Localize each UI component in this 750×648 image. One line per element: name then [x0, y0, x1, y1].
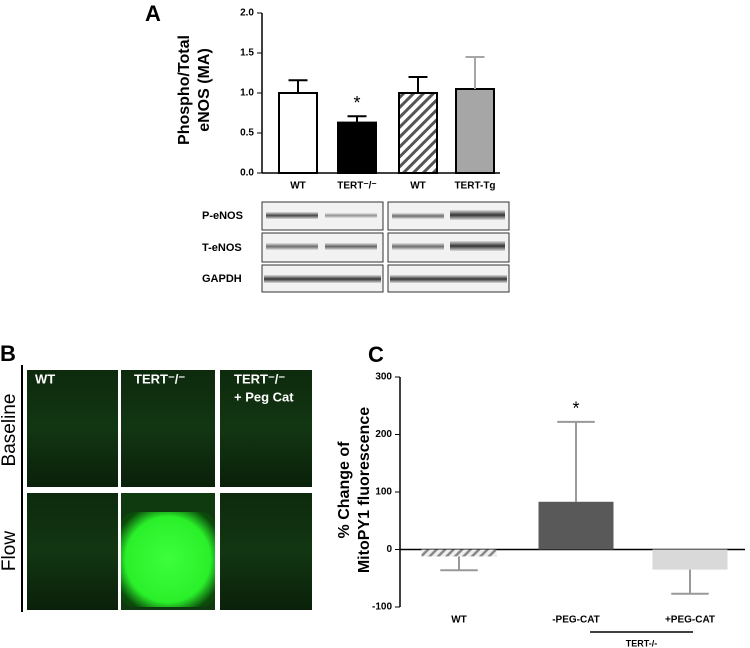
panel-label: A [145, 1, 161, 26]
y-tick-label: 300 [375, 372, 392, 383]
micrographs [21, 365, 312, 612]
micrograph-row-label: Flow [0, 531, 20, 571]
bar [421, 549, 497, 557]
y-axis-label-line: Phospho/Total [176, 35, 193, 145]
micrograph-row-label: Baseline [0, 394, 20, 467]
annotation: * [572, 399, 579, 419]
blot-label: T-eNOS [202, 242, 242, 254]
x-tick-label: TERT⁻/⁻ [337, 181, 376, 192]
bar [278, 92, 318, 174]
bar [398, 92, 438, 174]
y-axis-label: Phospho/Total eNOS (MA) [176, 35, 213, 145]
micrograph-column-label: TERT⁻/⁻ [234, 371, 285, 386]
micrograph-column-label: TERT⁻/⁻ [134, 371, 185, 386]
y-tick-label: 0.5 [240, 128, 254, 139]
y-tick-label: 200 [375, 429, 392, 440]
error-bar [671, 569, 709, 595]
bar [455, 88, 495, 174]
error-bar [288, 79, 308, 93]
western-blots [261, 201, 510, 293]
y-tick-label: 1.5 [240, 48, 254, 59]
x-tick-label: WT [451, 615, 467, 626]
bar [652, 549, 728, 570]
x-tick-label: TERT-Tg [454, 181, 495, 192]
error-bar [465, 56, 485, 89]
y-tick-label: -100 [372, 602, 392, 613]
panel-label: C [368, 342, 384, 367]
y-tick-label: 100 [375, 487, 392, 498]
x-tick-label: WT [290, 181, 306, 192]
bar [337, 121, 377, 174]
error-bar [557, 420, 595, 502]
micrograph-column-label: WT [35, 371, 55, 386]
blot-label: P-eNOS [202, 210, 243, 222]
y-tick-label: 0.0 [240, 168, 254, 179]
error-bar [408, 76, 428, 93]
y-axis-label-line: % Change of [336, 441, 353, 539]
x-tick-label: +PEG-CAT [665, 615, 715, 626]
y-axis-label-line: eNOS (MA) [196, 48, 213, 132]
y-tick-label: 2.0 [240, 8, 254, 19]
y-axis-label-line: MitoPY1 fluorescence [356, 407, 373, 573]
panel-label: B [0, 341, 16, 366]
error-bar [440, 556, 478, 572]
annotation: * [353, 93, 360, 113]
error-bar [347, 115, 367, 123]
x-tick-label: -PEG-CAT [552, 615, 600, 626]
group-label: TERT-/- [626, 638, 658, 648]
y-axis-label: % Change of MitoPY1 fluorescence [336, 407, 373, 573]
micrograph-column-label: + Peg Cat [234, 389, 294, 404]
y-tick-label: 0 [386, 544, 392, 555]
blot-label: GAPDH [202, 273, 242, 285]
y-tick-label: 1.0 [240, 88, 254, 99]
x-tick-label: WT [410, 181, 426, 192]
bar [538, 501, 614, 550]
